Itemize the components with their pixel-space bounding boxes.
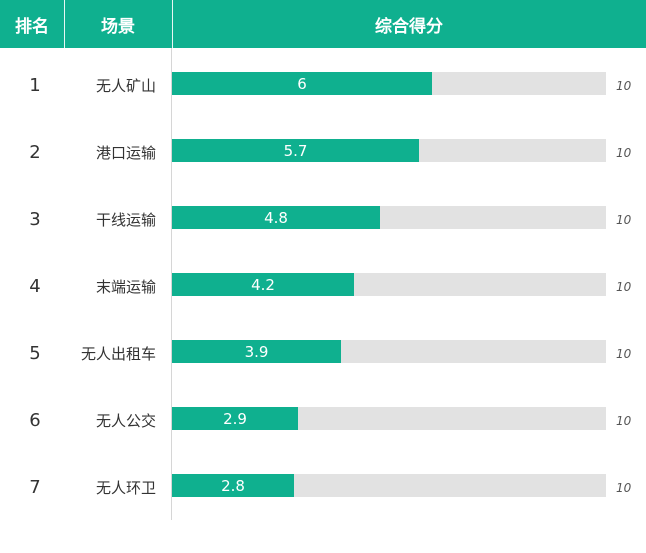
bar: 2.8 (172, 474, 294, 497)
chart-row: 6 无人公交 2.9 10 (0, 407, 646, 433)
axis-line (171, 48, 172, 520)
category-label: 末端运输 (95, 277, 156, 296)
bar: 4.8 (172, 206, 380, 229)
bar: 2.9 (172, 407, 298, 430)
bar-track: 2.8 (172, 474, 606, 497)
bar-track: 4.8 (172, 206, 606, 229)
rank-number: 2 (29, 141, 41, 163)
chart-row: 3 干线运输 4.8 10 (0, 206, 646, 232)
chart-row: 1 无人矿山 6 10 (0, 72, 646, 98)
max-value-label: 10 (616, 78, 632, 93)
bar: 5.7 (172, 139, 419, 162)
bar-value-label: 4.2 (251, 275, 275, 294)
bar-value-label: 6 (297, 74, 307, 93)
bar: 6 (172, 72, 432, 95)
bar-track: 2.9 (172, 407, 606, 430)
bar-value-label: 2.9 (223, 409, 247, 428)
bar-value-label: 5.7 (283, 141, 308, 160)
header-divider (64, 0, 65, 48)
rank-number: 6 (29, 409, 41, 431)
rank-number: 1 (29, 74, 41, 96)
max-value-label: 10 (616, 413, 632, 428)
category-label: 无人环卫 (95, 478, 156, 497)
bar-value-label: 2.8 (221, 476, 245, 495)
bar: 3.9 (172, 340, 341, 363)
category-label: 无人公交 (95, 411, 156, 430)
header-divider (172, 0, 173, 48)
category-label: 干线运输 (95, 210, 156, 229)
score-header: 综合得分 (375, 16, 443, 37)
category-label: 港口运输 (95, 143, 156, 162)
max-value-label: 10 (616, 346, 632, 361)
bar-track: 5.7 (172, 139, 606, 162)
bar-value-label: 3.9 (244, 342, 269, 361)
category-label: 无人出租车 (80, 344, 156, 363)
rank-number: 7 (29, 476, 41, 498)
chart-row: 7 无人环卫 2.8 10 (0, 474, 646, 500)
chart-row: 4 末端运输 4.2 10 (0, 273, 646, 299)
max-value-label: 10 (616, 279, 632, 294)
bar-track: 4.2 (172, 273, 606, 296)
chart-row: 5 无人出租车 3.9 10 (0, 340, 646, 366)
category-label: 无人矿山 (95, 76, 156, 95)
bar-value-label: 4.8 (264, 208, 288, 227)
rank-number: 4 (29, 275, 41, 297)
table-header: 排名 场景 综合得分 (0, 0, 646, 48)
max-value-label: 10 (616, 212, 632, 227)
rank-number: 5 (29, 342, 41, 364)
chart-row: 2 港口运输 5.7 10 (0, 139, 646, 165)
rank-header: 排名 (15, 16, 49, 37)
bar: 4.2 (172, 273, 354, 296)
max-value-label: 10 (616, 145, 632, 160)
scene-header: 场景 (101, 16, 135, 37)
bar-track: 6 (172, 72, 606, 95)
rank-number: 3 (29, 208, 41, 230)
bar-track: 3.9 (172, 340, 606, 363)
max-value-label: 10 (616, 480, 632, 495)
